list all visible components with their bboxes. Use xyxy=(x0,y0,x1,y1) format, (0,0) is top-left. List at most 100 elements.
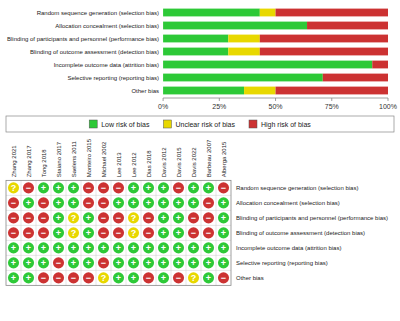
risk-symbol: + xyxy=(11,273,16,283)
risk-symbol: − xyxy=(221,183,226,193)
grid-line xyxy=(36,180,37,285)
risk-symbol: + xyxy=(221,243,226,253)
risk-circle xyxy=(113,182,124,193)
risk-symbol: − xyxy=(26,228,31,238)
risk-symbol: + xyxy=(206,183,211,193)
bias-label: Other bias xyxy=(236,275,264,281)
risk-symbol: + xyxy=(176,213,181,223)
bar-segment xyxy=(276,9,388,17)
risk-circle xyxy=(23,257,34,268)
risk-symbol: − xyxy=(206,228,211,238)
risk-symbol: + xyxy=(206,273,211,283)
risk-circle xyxy=(188,272,199,283)
grid-border xyxy=(6,180,231,285)
risk-symbol: − xyxy=(206,198,211,208)
risk-circle xyxy=(113,242,124,253)
legend: Low risk of biasUnclear risk of biasHigh… xyxy=(6,116,394,132)
bar-segment xyxy=(276,87,388,95)
risk-symbol: ? xyxy=(191,273,197,283)
bar-segment xyxy=(323,74,388,82)
risk-circle xyxy=(143,182,154,193)
risk-symbol: − xyxy=(101,258,106,268)
grid-line xyxy=(171,180,172,285)
grid-line xyxy=(66,180,67,285)
legend-label: High risk of bias xyxy=(261,121,311,129)
risk-circle xyxy=(68,227,79,238)
risk-symbol: − xyxy=(11,213,16,223)
risk-circle xyxy=(218,197,229,208)
risk-symbol: + xyxy=(131,243,136,253)
bar-segment xyxy=(260,48,388,56)
risk-circle xyxy=(98,212,109,223)
risk-circle xyxy=(38,212,49,223)
chart-root: Random sequence generation (selection bi… xyxy=(0,0,400,321)
legend-swatch xyxy=(89,120,97,128)
risk-circle xyxy=(158,272,169,283)
risk-circle xyxy=(98,242,109,253)
risk-circle xyxy=(158,197,169,208)
risk-circle xyxy=(143,242,154,253)
risk-symbol: + xyxy=(161,213,166,223)
risk-circle xyxy=(128,197,139,208)
risk-symbol: − xyxy=(86,183,91,193)
y-axis-labels: Random sequence generation (selection bi… xyxy=(7,10,159,94)
bar-segment xyxy=(163,48,228,56)
risk-circle xyxy=(23,227,34,238)
risk-symbol: + xyxy=(56,213,61,223)
risk-symbol: − xyxy=(41,273,46,283)
grid-line xyxy=(201,180,202,285)
risk-circle xyxy=(23,272,34,283)
risk-symbol: + xyxy=(86,213,91,223)
risk-circle xyxy=(143,197,154,208)
risk-symbol: + xyxy=(41,258,46,268)
risk-symbol: + xyxy=(191,183,196,193)
bias-label: Random sequence generation (selection bi… xyxy=(236,185,358,191)
bar-segment xyxy=(163,87,244,95)
risk-circle xyxy=(173,212,184,223)
grid-line xyxy=(216,180,217,285)
risk-symbol: + xyxy=(131,183,136,193)
grid-line xyxy=(141,180,142,285)
risk-symbol: − xyxy=(86,273,91,283)
risk-symbol: + xyxy=(206,243,211,253)
risk-circle xyxy=(83,242,94,253)
x-tick xyxy=(388,98,389,101)
risk-circle xyxy=(173,227,184,238)
x-tick xyxy=(163,98,164,101)
risk-symbol: + xyxy=(161,273,166,283)
risk-circle xyxy=(8,182,19,193)
risk-symbol: + xyxy=(86,243,91,253)
risk-symbol: + xyxy=(101,243,106,253)
risk-symbol: + xyxy=(71,198,76,208)
risk-circle xyxy=(98,272,109,283)
risk-circle xyxy=(8,257,19,268)
x-tick-label: 0% xyxy=(158,103,168,110)
risk-symbol: + xyxy=(116,273,121,283)
cells: ?−+++−−−+++−++−−+−++−−++++++−+−−−+?+−−?−… xyxy=(8,182,229,283)
risk-symbol: ? xyxy=(71,213,77,223)
risk-circle xyxy=(188,227,199,238)
risk-symbol: ? xyxy=(11,183,17,193)
risk-symbol: − xyxy=(101,198,106,208)
y-tick-label: Random sequence generation (selection bi… xyxy=(37,10,159,16)
risk-circle xyxy=(53,197,64,208)
grid-line xyxy=(126,180,127,285)
legend-swatch xyxy=(249,120,257,128)
risk-symbol: − xyxy=(191,213,196,223)
risk-circle xyxy=(38,257,49,268)
grid-line xyxy=(6,255,231,256)
risk-symbol: + xyxy=(116,243,121,253)
grid-line xyxy=(6,210,231,211)
risk-circle xyxy=(188,182,199,193)
risk-symbol: − xyxy=(56,258,61,268)
risk-circle xyxy=(38,182,49,193)
study-label: Michael 2002 xyxy=(101,141,107,177)
risk-circle xyxy=(158,242,169,253)
risk-symbol: + xyxy=(26,273,31,283)
risk-circle xyxy=(203,257,214,268)
risk-symbol: + xyxy=(221,228,226,238)
risk-circle xyxy=(83,197,94,208)
risk-symbol: − xyxy=(101,228,106,238)
risk-circle xyxy=(128,182,139,193)
risk-circle xyxy=(128,257,139,268)
